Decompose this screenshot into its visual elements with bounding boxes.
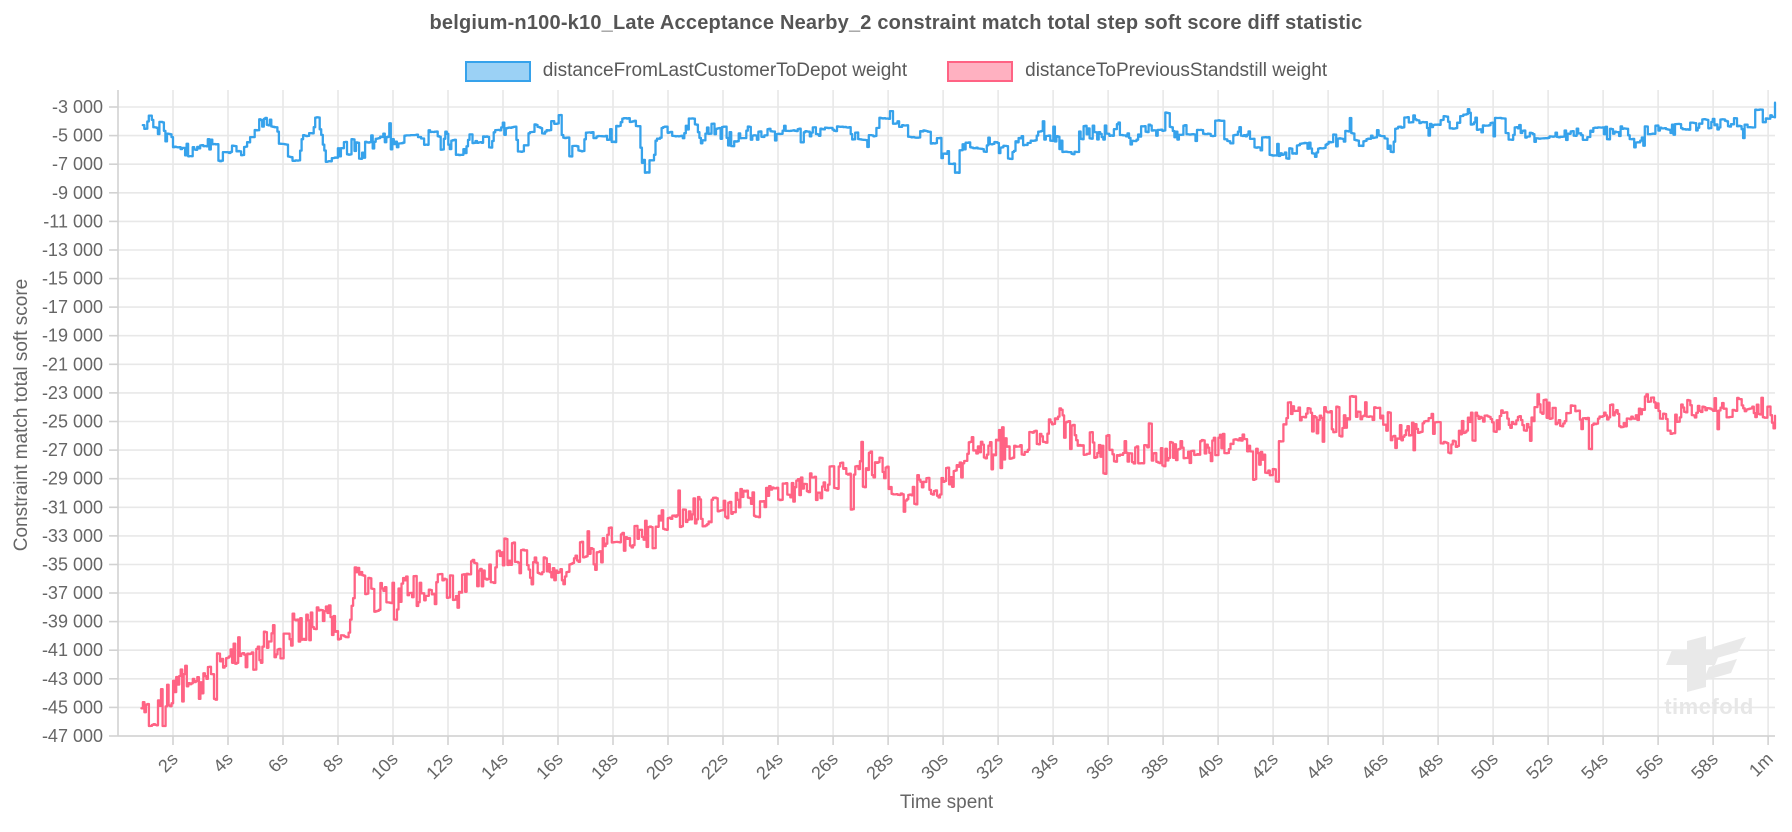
series-line-pink	[140, 393, 1777, 728]
x-tick-label: 6s	[264, 749, 292, 777]
y-tick-label: -39 000	[42, 612, 103, 632]
x-tick-label: 34s	[1027, 749, 1062, 784]
x-tick-label: 52s	[1522, 749, 1557, 784]
y-tick-label: -43 000	[42, 669, 103, 689]
x-tick-label: 2s	[154, 749, 182, 777]
y-tick-label: -5 000	[52, 126, 103, 146]
x-tick-label: 28s	[862, 749, 897, 784]
x-tick-label: 56s	[1632, 749, 1667, 784]
x-tick-label: 48s	[1412, 749, 1447, 784]
x-axis-title: Time spent	[899, 792, 994, 813]
chart-legend: distanceFromLastCustomerToDepot weight d…	[0, 60, 1792, 82]
x-tick-label: 38s	[1137, 749, 1172, 784]
watermark-text: timefold	[1664, 694, 1754, 719]
x-tick-label: 36s	[1082, 749, 1117, 784]
axis-borders	[109, 90, 1775, 745]
x-tick-label: 26s	[807, 749, 842, 784]
x-tick-label: 12s	[422, 749, 457, 784]
legend-item-distance-to-previous-standstill[interactable]: distanceToPreviousStandstill weight	[947, 60, 1327, 82]
timefold-watermark: timefold	[1664, 636, 1754, 719]
x-tick-label: 58s	[1687, 749, 1722, 784]
timefold-logo-icon	[1666, 636, 1746, 692]
x-tick-label: 8s	[319, 749, 347, 777]
series-line-blue	[141, 101, 1777, 175]
y-tick-label: -13 000	[42, 240, 103, 260]
y-tick-label: -21 000	[42, 354, 103, 374]
x-tick-label: 20s	[642, 749, 677, 784]
y-tick-label: -31 000	[42, 497, 103, 517]
x-tick-label: 4s	[209, 749, 237, 777]
y-tick-label: -15 000	[42, 269, 103, 289]
x-tick-label: 1m	[1745, 749, 1777, 781]
x-tick-label: 42s	[1247, 749, 1282, 784]
legend-label: distanceToPreviousStandstill weight	[1025, 60, 1328, 81]
y-tick-label: -9 000	[52, 183, 103, 203]
x-tick-label: 22s	[697, 749, 732, 784]
y-tick-label: -7 000	[52, 154, 103, 174]
x-tick-label: 46s	[1357, 749, 1392, 784]
tick-labels: -3 000 -5 000 -7 000 -9 000 -11 000 -13 000 -1…	[42, 97, 1777, 783]
y-tick-label: -3 000	[52, 97, 103, 117]
legend-swatch-pink	[947, 60, 1014, 82]
x-tick-label: 14s	[477, 749, 512, 784]
y-tick-label: -47 000	[42, 726, 103, 746]
x-tick-label: 50s	[1467, 749, 1502, 784]
x-tick-label: 40s	[1192, 749, 1227, 784]
y-tick-label: -27 000	[42, 440, 103, 460]
y-tick-label: -17 000	[42, 297, 103, 317]
x-tick-label: 44s	[1302, 749, 1337, 784]
y-tick-label: -41 000	[42, 640, 103, 660]
y-tick-label: -19 000	[42, 326, 103, 346]
x-tick-label: 24s	[752, 749, 787, 784]
x-tick-label: 16s	[532, 749, 567, 784]
y-tick-label: -29 000	[42, 469, 103, 489]
chart-title: belgium-n100-k10_Late Acceptance Nearby_…	[429, 12, 1363, 34]
x-tick-label: 32s	[972, 749, 1007, 784]
y-tick-label: -33 000	[42, 526, 103, 546]
data-series	[140, 101, 1777, 728]
y-tick-label: -45 000	[42, 697, 103, 717]
legend-swatch-blue	[464, 60, 531, 82]
y-tick-label: -37 000	[42, 583, 103, 603]
y-tick-label: -35 000	[42, 555, 103, 575]
x-tick-label: 18s	[587, 749, 622, 784]
x-tick-label: 54s	[1577, 749, 1612, 784]
gridlines	[118, 90, 1775, 737]
x-tick-label: 30s	[917, 749, 952, 784]
y-tick-label: -23 000	[42, 383, 103, 403]
legend-label: distanceFromLastCustomerToDepot weight	[542, 60, 908, 81]
legend-item-distance-from-last-customer[interactable]: distanceFromLastCustomerToDepot weight	[464, 60, 908, 82]
x-tick-label: 10s	[367, 749, 402, 784]
y-tick-label: -11 000	[43, 211, 103, 231]
y-tick-label: -25 000	[42, 412, 103, 432]
